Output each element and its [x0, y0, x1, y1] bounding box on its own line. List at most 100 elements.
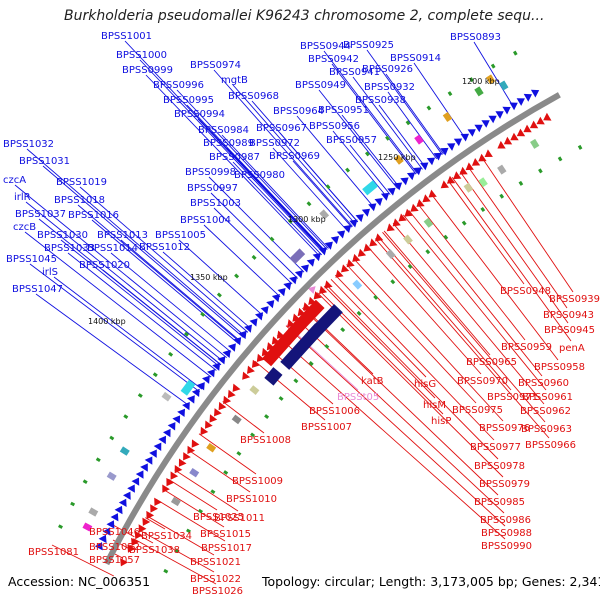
feature-mark: [463, 182, 474, 193]
marker-dot: [447, 91, 453, 97]
gene-label: BPSS1013: [97, 230, 148, 241]
forward-gene-arrow: [249, 318, 258, 327]
marker-dot: [287, 218, 293, 224]
gene-leader-line: [451, 177, 572, 342]
forward-gene-arrow: [289, 276, 298, 285]
reverse-gene-arrow: [134, 531, 143, 540]
gene-leader-line: [29, 263, 201, 393]
gene-label: katB: [361, 376, 384, 387]
gene-leader-line: [24, 231, 212, 378]
reverse-gene-arrow: [218, 401, 227, 411]
gene-label: BPSS1019: [56, 177, 107, 188]
forward-block: [362, 180, 379, 196]
gene-label: BPSS1057: [89, 555, 140, 566]
reverse-gene-arrow: [510, 132, 519, 141]
gene-label: BPSS0949: [295, 80, 346, 91]
gene-label: czcB: [13, 222, 36, 233]
gene-label: BPSS0971: [487, 392, 538, 403]
gene-leader-line: [155, 498, 226, 542]
reverse-gene-arrow: [214, 408, 222, 417]
forward-gene-arrow: [324, 241, 333, 250]
marker-dot: [269, 236, 275, 242]
forward-gene-arrow: [343, 225, 352, 233]
gene-leader-line: [447, 180, 525, 285]
feature-mark: [319, 209, 330, 220]
marker-dot: [513, 50, 518, 56]
marker-dot: [426, 105, 432, 111]
gene-leader-line: [110, 252, 232, 353]
marker-dot: [198, 508, 203, 514]
forward-gene-arrow: [440, 147, 449, 156]
gene-label: BPSS0893: [450, 32, 501, 43]
gene-label: irlR: [14, 192, 31, 203]
feature-mark: [478, 177, 488, 188]
reverse-gene-arrow: [536, 116, 545, 125]
forward-gene-arrow: [474, 124, 483, 133]
marker-dot: [373, 294, 379, 300]
gene-label: BPSS1031: [19, 156, 70, 167]
feature-mark: [82, 522, 93, 532]
gene-label: BPSS1033: [44, 243, 95, 254]
forward-gene-arrow: [127, 484, 135, 493]
forward-gene-arrow: [187, 395, 195, 404]
forward-gene-arrow: [158, 435, 166, 445]
reverse-gene-arrow: [369, 238, 378, 247]
forward-gene-arrow: [330, 236, 339, 245]
forward-gene-arrow: [433, 152, 442, 161]
reverse-gene-arrow: [404, 208, 413, 217]
gene-leader-line: [51, 544, 115, 577]
forward-gene-arrow: [140, 463, 148, 472]
marker-dot: [58, 524, 63, 529]
reverse-gene-arrow: [363, 243, 372, 252]
forward-gene-arrow: [238, 330, 247, 340]
kbp-tick-label: 1400 kbp: [88, 317, 126, 326]
reverse-gene-arrow: [459, 166, 468, 175]
gene-label: BPSS0938: [355, 95, 406, 106]
reverse-gene-arrow: [162, 484, 170, 493]
reverse-gene-arrow: [352, 253, 361, 262]
reverse-gene-arrow: [335, 269, 344, 278]
gene-label: BPSS0989: [203, 138, 254, 149]
large-reverse-gene: [292, 299, 325, 333]
gene-label: BPSS0976: [479, 423, 530, 434]
gene-label: BPSSt05: [337, 392, 379, 403]
gene-label: hisM: [423, 400, 446, 411]
reverse-gene-arrow: [319, 285, 328, 294]
gene-label: BPSS0966: [525, 440, 576, 451]
marker-dot: [163, 568, 169, 574]
marker-dot: [109, 435, 115, 441]
gene-label: BPSS0958: [534, 362, 585, 373]
marker-dot: [345, 167, 351, 173]
gene-label: BPSS1032: [3, 139, 54, 150]
gene-label: hisP: [431, 416, 451, 427]
gene-label: BPSS0957: [326, 135, 377, 146]
gene-leader-line: [332, 130, 388, 198]
gene-label: BPSS0948: [500, 286, 551, 297]
accession-text: Accession: NC_006351: [8, 574, 151, 589]
gene-label: BPSS0985: [474, 497, 525, 508]
marker-dot: [364, 151, 370, 157]
feature-mark: [352, 279, 363, 290]
gene-label: BPSS1046: [89, 527, 140, 538]
gene-label: BPSS1022: [190, 574, 241, 585]
feature-mark: [499, 80, 509, 91]
gene-leader-line: [378, 104, 426, 168]
gene-label: BPSS1037: [15, 209, 66, 220]
forward-gene-arrow: [488, 115, 497, 124]
forward-gene-arrow: [336, 230, 346, 239]
gene-label: BPSS0926: [362, 64, 413, 75]
forward-gene-arrow: [233, 337, 242, 346]
marker-dot: [250, 432, 256, 438]
marker-dot: [152, 372, 158, 378]
feature-mark: [231, 414, 242, 425]
reverse-gene-arrow: [127, 544, 136, 553]
gene-label: BPSS0970: [457, 376, 508, 387]
forward-gene-arrow: [420, 162, 429, 171]
gene-leader-line: [417, 203, 526, 341]
gene-leader-line: [53, 276, 203, 390]
feature-mark: [423, 217, 434, 228]
marker-dot: [490, 63, 496, 69]
gene-leader-line: [178, 239, 264, 316]
reverse-gene-arrow: [357, 248, 367, 257]
